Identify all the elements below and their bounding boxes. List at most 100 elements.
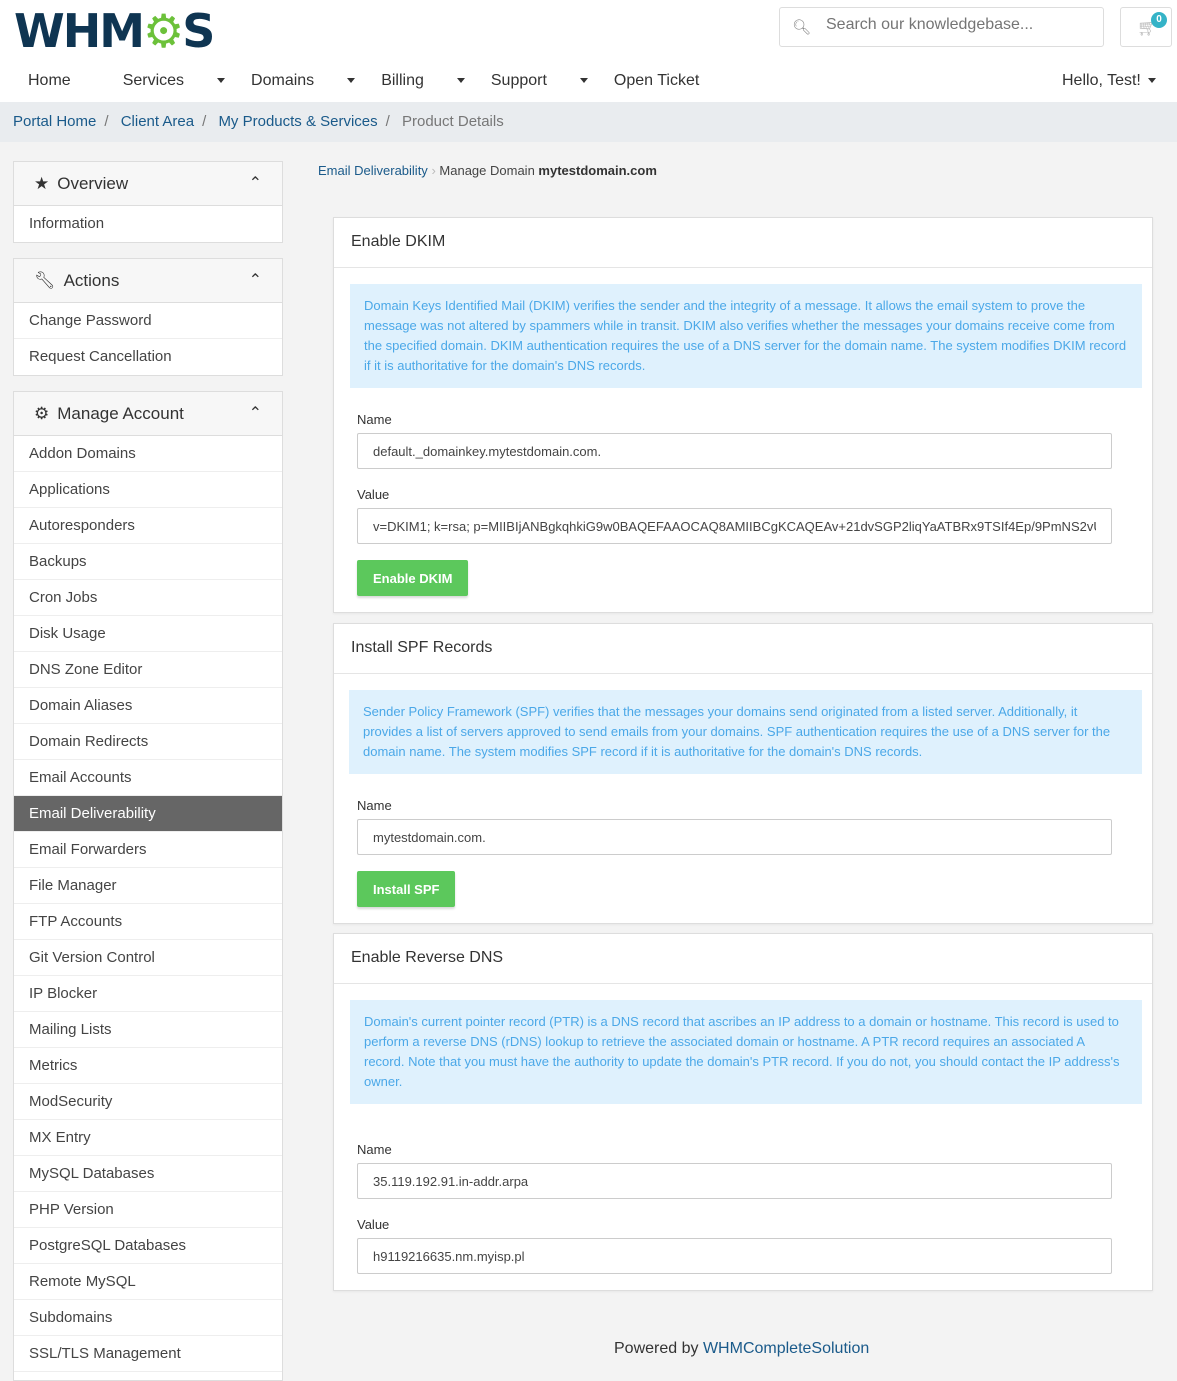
sidebar-item-change-password[interactable]: Change Password [14, 303, 282, 339]
sidebar-item-domain-redirects[interactable]: Domain Redirects [14, 724, 282, 760]
manage-account-header[interactable]: ⚙ Manage Account ⌃ [14, 392, 282, 436]
rdns-panel: Enable Reverse DNS Domain's current poin… [333, 933, 1153, 1291]
sidebar-item-php-version[interactable]: PHP Version [14, 1192, 282, 1228]
sidebar-item-domain-aliases[interactable]: Domain Aliases [14, 688, 282, 724]
nav-label: Support [490, 72, 547, 89]
nav-billing[interactable]: Billing [381, 72, 465, 90]
sidebar-manage-account: ⚙ Manage Account ⌃ Addon Domains Applicatio… [13, 391, 283, 1381]
sidebar-item-git-version-control[interactable]: Git Version Control [14, 940, 282, 976]
value-label: Value [357, 1217, 390, 1232]
nav-support[interactable]: Support [491, 72, 588, 90]
header: WHM⚙S 🔍︎ 🛒︎ 0 Home Services Domains Bill… [0, 0, 1177, 102]
module-breadcrumb: Email Deliverability › Manage Domain myt… [318, 163, 657, 178]
sidebar-item-cron-jobs[interactable]: Cron Jobs [14, 580, 282, 616]
cart-button[interactable]: 🛒︎ 0 [1120, 7, 1172, 47]
whmcs-link[interactable]: WHMCompleteSolution [702, 1340, 870, 1357]
dkim-panel: Enable DKIM Domain Keys Identified Mail … [333, 217, 1153, 613]
nav-label: Services [122, 72, 185, 89]
sidebar-item-remote-mysql[interactable]: Remote MySQL [14, 1264, 282, 1300]
sidebar-item-ssl-tls-management[interactable]: SSL/TLS Management [14, 1336, 282, 1372]
breadcrumb-client-area[interactable]: Client Area [120, 113, 195, 130]
sidebar-item-addon-domains[interactable]: Addon Domains [14, 436, 282, 472]
caret-down-icon [347, 78, 356, 84]
sidebar-item-mailing-lists[interactable]: Mailing Lists [14, 1012, 282, 1048]
name-label: Name [357, 798, 392, 813]
gear-icon: ⚙ [34, 404, 50, 423]
whmcs-logo[interactable]: WHM⚙S [14, 4, 215, 58]
panel-title: Install SPF Records [334, 624, 1152, 674]
nav-home[interactable]: Home [28, 72, 97, 90]
rdns-name-field[interactable] [357, 1163, 1112, 1199]
sidebar-item-email-forwarders[interactable]: Email Forwarders [14, 832, 282, 868]
caret-down-icon [456, 78, 465, 84]
panel-title: Manage Account [57, 404, 184, 423]
name-label: Name [357, 1142, 392, 1157]
rdns-info-alert: Domain's current pointer record (PTR) is… [350, 1000, 1142, 1104]
name-label: Name [357, 412, 392, 427]
wrench-icon: 🔧︎ [34, 271, 56, 290]
overview-header[interactable]: ★ Overview ⌃ [14, 162, 282, 206]
sidebar-item-dns-zone-editor[interactable]: DNS Zone Editor [14, 652, 282, 688]
search-input[interactable] [826, 16, 1086, 34]
footer-text: Powered by [614, 1340, 699, 1357]
caret-down-icon [217, 78, 226, 84]
cart-count-badge: 0 [1151, 12, 1167, 28]
sidebar-item-metrics[interactable]: Metrics [14, 1048, 282, 1084]
main-nav: Home Services Domains Billing Support Op… [28, 72, 751, 90]
knowledgebase-search[interactable]: 🔍︎ [779, 7, 1104, 47]
dkim-value-field[interactable] [357, 508, 1112, 544]
nav-services[interactable]: Services [122, 72, 226, 90]
sidebar-item-disk-usage[interactable]: Disk Usage [14, 616, 282, 652]
sidebar-item-mx-entry[interactable]: MX Entry [14, 1120, 282, 1156]
caret-down-icon [579, 78, 588, 84]
sidebar-item-modsecurity[interactable]: ModSecurity [14, 1084, 282, 1120]
dkim-info-alert: Domain Keys Identified Mail (DKIM) verif… [350, 284, 1142, 388]
nav-open-ticket[interactable]: Open Ticket [614, 72, 725, 90]
sidebar-item-file-manager[interactable]: File Manager [14, 868, 282, 904]
panel-title: Overview [57, 174, 129, 193]
install-spf-button[interactable]: Install SPF [357, 871, 456, 907]
search-icon: 🔍︎ [792, 19, 812, 36]
domain-name: mytestdomain.com [538, 163, 657, 178]
greeting: Hello, Test! [1062, 72, 1141, 89]
footer: Powered by WHMCompleteSolution [614, 1340, 869, 1358]
sidebar-item-applications[interactable]: Applications [14, 472, 282, 508]
account-menu[interactable]: Hello, Test! [1062, 72, 1156, 90]
rdns-value-field[interactable] [357, 1238, 1112, 1274]
sidebar-item-ip-blocker[interactable]: IP Blocker [14, 976, 282, 1012]
breadcrumb-portal-home[interactable]: Portal Home [13, 113, 97, 130]
enable-dkim-button[interactable]: Enable DKIM [357, 560, 469, 596]
sidebar-item-email-accounts[interactable]: Email Accounts [14, 760, 282, 796]
sidebar-item-subdomains[interactable]: Subdomains [14, 1300, 282, 1336]
sidebar-item-backups[interactable]: Backups [14, 544, 282, 580]
actions-header[interactable]: 🔧︎ Actions ⌃ [14, 259, 282, 303]
sidebar-item-ftp-accounts[interactable]: FTP Accounts [14, 904, 282, 940]
panel-title: Actions [63, 271, 120, 290]
breadcrumb-current: Product Details [402, 113, 504, 130]
dkim-name-field[interactable] [357, 433, 1112, 469]
sidebar-overview: ★ Overview ⌃ Information [13, 161, 283, 243]
email-deliverability-link[interactable]: Email Deliverability [318, 163, 428, 178]
panel-title: Enable DKIM [334, 218, 1152, 268]
sidebar-item-mysql-databases[interactable]: MySQL Databases [14, 1156, 282, 1192]
sidebar-item-autoresponders[interactable]: Autoresponders [14, 508, 282, 544]
chevron-up-icon[interactable]: ⌃ [248, 175, 262, 192]
sidebar-item-postgresql-databases[interactable]: PostgreSQL Databases [14, 1228, 282, 1264]
breadcrumb-products[interactable]: My Products & Services [218, 113, 378, 130]
sidebar-item-information[interactable]: Information [29, 215, 105, 232]
chevron-right-icon: › [431, 163, 436, 178]
manage-domain-label: Manage Domain [439, 163, 535, 178]
sidebar-item-email-deliverability[interactable]: Email Deliverability [14, 796, 282, 832]
chevron-up-icon[interactable]: ⌃ [248, 272, 262, 289]
nav-domains[interactable]: Domains [251, 72, 356, 90]
spf-name-field[interactable] [357, 819, 1112, 855]
sidebar-item-request-cancellation[interactable]: Request Cancellation [29, 348, 172, 365]
sidebar-actions: 🔧︎ Actions ⌃ Change Password Request Cance… [13, 258, 283, 376]
nav-label: Home [28, 72, 71, 89]
spf-panel: Install SPF Records Sender Policy Framew… [333, 623, 1153, 924]
panel-title: Enable Reverse DNS [334, 934, 1152, 984]
star-icon: ★ [34, 174, 50, 193]
chevron-up-icon[interactable]: ⌃ [248, 405, 262, 422]
nav-label: Billing [381, 72, 424, 89]
caret-down-icon [1147, 78, 1156, 84]
